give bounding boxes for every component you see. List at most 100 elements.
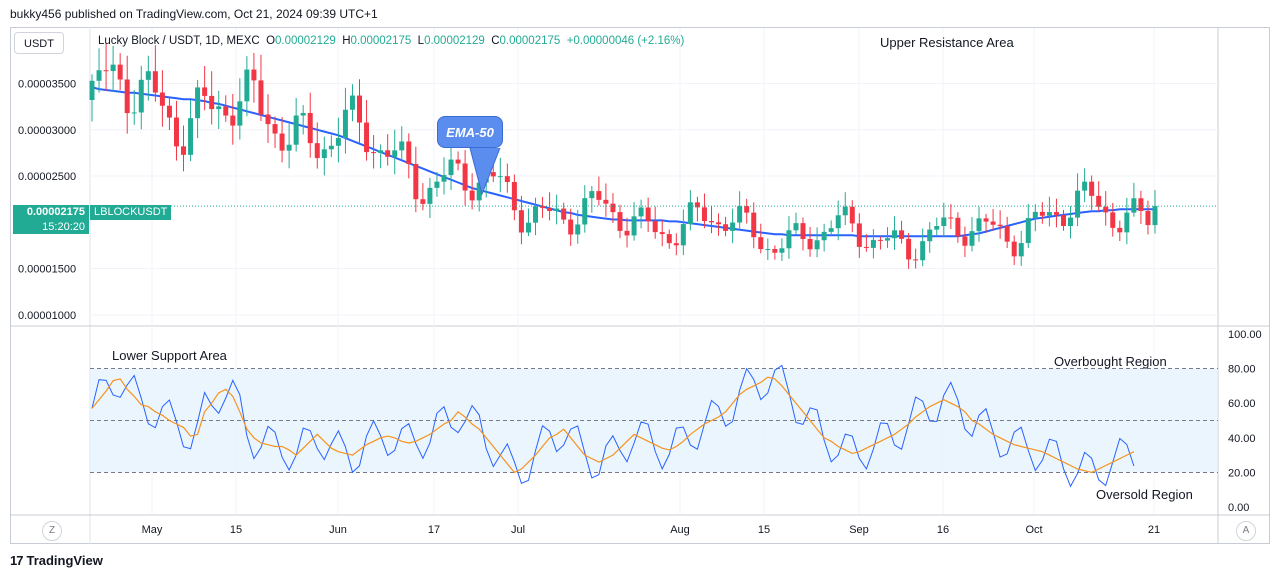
candle-body (927, 229, 933, 242)
z-button[interactable]: Z (42, 521, 62, 541)
candle-body (730, 222, 736, 231)
high-value: 0.00002175 (350, 35, 412, 47)
candle-body (765, 249, 771, 251)
candle-body (716, 222, 722, 225)
symbol-name: Lucky Block / USDT, 1D, MEXC (98, 35, 260, 47)
candle-body (737, 206, 743, 223)
low-label: L (417, 35, 425, 47)
candle-body (723, 224, 729, 231)
candle-body (575, 224, 581, 235)
candle-body (962, 236, 968, 246)
candle-body (152, 71, 158, 93)
candle-body (1138, 198, 1144, 211)
time-tick-label: 16 (937, 524, 949, 536)
candle-body (856, 223, 862, 247)
candle-body (751, 212, 757, 238)
candle-body (673, 243, 679, 246)
candle-body (131, 112, 137, 114)
candle-body (821, 231, 827, 241)
tradingview-logo[interactable]: 17 TradingView (10, 553, 103, 568)
high-label: H (342, 35, 351, 47)
candle-body (1039, 211, 1045, 216)
candle-body (779, 248, 785, 253)
candle-body (166, 105, 172, 118)
candle-body (793, 223, 799, 231)
candle-body (969, 231, 975, 246)
auto-scale-button[interactable]: A (1236, 521, 1256, 541)
candle-body (138, 79, 144, 113)
currency-button[interactable]: USDT (14, 32, 64, 54)
time-tick-label: Aug (670, 524, 690, 536)
tradingview-logo-icon: 17 (10, 553, 24, 568)
price-tick-label: 0.00003500 (18, 79, 76, 91)
candle-body (96, 70, 102, 81)
price-tick-label: 0.00002500 (18, 171, 76, 183)
candle-body (371, 152, 377, 154)
candle-body (399, 141, 405, 151)
candle-body (666, 234, 672, 244)
candle-body (195, 87, 201, 119)
price-tick-label: 0.00001500 (18, 264, 76, 276)
candle-body (1145, 210, 1151, 226)
candle-body (258, 80, 264, 115)
candle-body (300, 112, 306, 116)
candle-body (955, 217, 961, 237)
rsi-tick-label: 0.00 (1228, 502, 1249, 514)
candle-body (286, 144, 292, 151)
candle-body (244, 69, 250, 102)
candle-body (920, 241, 926, 261)
time-tick-label: Jul (511, 524, 525, 536)
candle-body (849, 206, 855, 224)
candle-body (335, 138, 341, 146)
candle-body (631, 216, 637, 236)
candle-body (1004, 226, 1010, 242)
candle-body (554, 208, 560, 211)
candle-body (511, 182, 517, 211)
candle-body (582, 198, 588, 225)
candle-body (188, 118, 194, 155)
candle-body (209, 95, 215, 110)
candle-body (758, 237, 764, 250)
time-tick-label: 21 (1148, 524, 1160, 536)
candle-body (476, 182, 482, 201)
candle-body (314, 143, 320, 159)
oversold-label: Oversold Region (1096, 487, 1193, 502)
last-price: 0.00002175 (13, 205, 89, 220)
candle-body (1053, 212, 1059, 215)
candle-body (983, 218, 989, 222)
publish-caption: bukky456 published on TradingView.com, O… (10, 7, 378, 21)
overbought-label: Overbought Region (1054, 354, 1167, 369)
candle-body (913, 259, 919, 261)
ema-callout: EMA-50 (437, 116, 503, 148)
candle-body (1117, 227, 1123, 233)
candle-body (610, 203, 616, 213)
candle-body (906, 238, 912, 260)
candle-body (272, 124, 278, 134)
candle-body (1096, 195, 1102, 207)
candle-body (173, 117, 179, 147)
candle-body (814, 240, 820, 250)
ema-50-line (91, 86, 1155, 238)
close-label: C (491, 35, 500, 47)
candle-body (406, 141, 412, 164)
candle-body (1075, 190, 1081, 218)
candle-body (518, 210, 524, 233)
candle-body (145, 71, 151, 80)
candle-body (223, 106, 229, 116)
candle-body (1018, 243, 1024, 257)
candle-body (202, 87, 208, 96)
price-badge: 0.00002175 15:20:20 LBLOCKUSDT (13, 205, 172, 235)
candle-body (1110, 212, 1116, 228)
rsi-tick-label: 80.00 (1228, 364, 1256, 376)
candle-body (807, 238, 813, 250)
candle-body (863, 246, 869, 248)
candle-body (251, 69, 257, 81)
candle-body (307, 112, 313, 144)
candle-body (892, 230, 898, 239)
candle-body (1131, 198, 1137, 213)
candle-body (1089, 181, 1095, 196)
candle-body (680, 224, 686, 246)
candle-body (694, 202, 700, 208)
candle-body (948, 217, 954, 219)
